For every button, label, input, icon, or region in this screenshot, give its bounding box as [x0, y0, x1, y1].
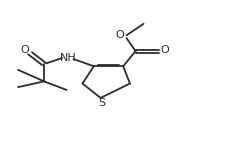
Text: S: S — [98, 98, 105, 108]
Text: O: O — [160, 45, 169, 55]
Text: O: O — [115, 30, 124, 40]
Text: O: O — [20, 45, 29, 55]
Text: NH: NH — [59, 53, 76, 63]
